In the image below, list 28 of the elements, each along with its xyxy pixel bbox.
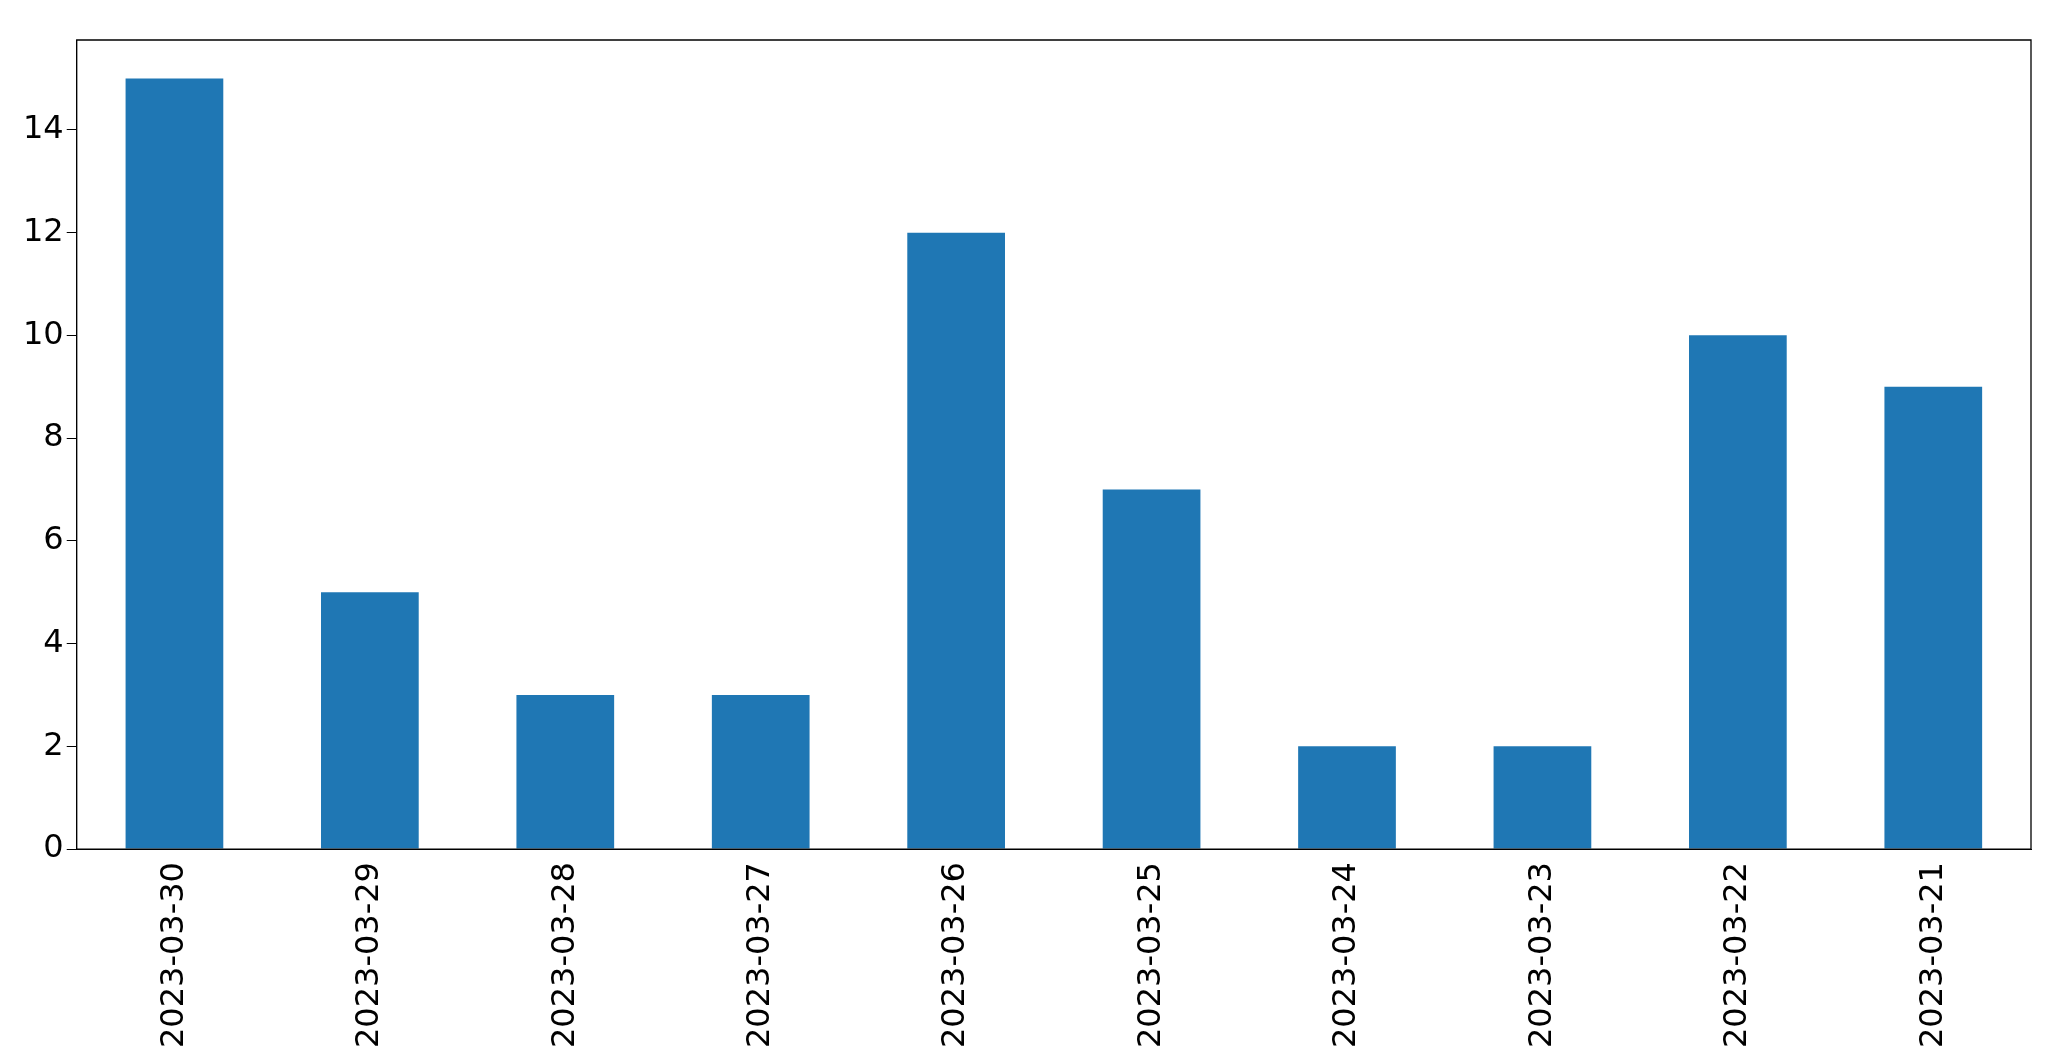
y-tick-label: 8: [43, 416, 64, 455]
x-tick-label: 2023-03-27: [739, 862, 778, 1048]
x-tick-label: 2023-03-29: [348, 862, 387, 1048]
x-tick-label: 2023-03-26: [934, 862, 973, 1048]
y-tick-label: 6: [43, 519, 64, 558]
bar: [907, 232, 1005, 849]
x-tick-label: 2023-03-23: [1520, 862, 1559, 1048]
x-tick-label: 2023-03-22: [1716, 862, 1755, 1048]
x-tick-label: 2023-03-30: [152, 862, 191, 1048]
bar: [1884, 386, 1983, 849]
y-tick-label: 12: [23, 210, 64, 249]
bar: [1689, 335, 1787, 849]
y-tick-label: 0: [43, 827, 64, 866]
x-tick-label: 2023-03-21: [1911, 862, 1950, 1048]
x-tick-label: 2023-03-25: [1129, 862, 1168, 1048]
bar: [321, 592, 419, 849]
y-tick-label: 10: [23, 313, 64, 352]
bar: [711, 694, 810, 849]
y-tick-label: 14: [23, 108, 64, 147]
bar: [125, 78, 224, 849]
bar: [516, 694, 615, 849]
bar: [1493, 746, 1592, 849]
bar: [1298, 746, 1396, 849]
x-tick-label: 2023-03-28: [543, 862, 582, 1048]
y-tick-label: 4: [43, 621, 64, 660]
x-tick-label: 2023-03-24: [1325, 862, 1364, 1048]
bar: [1102, 489, 1201, 849]
y-tick-label: 2: [43, 724, 64, 763]
